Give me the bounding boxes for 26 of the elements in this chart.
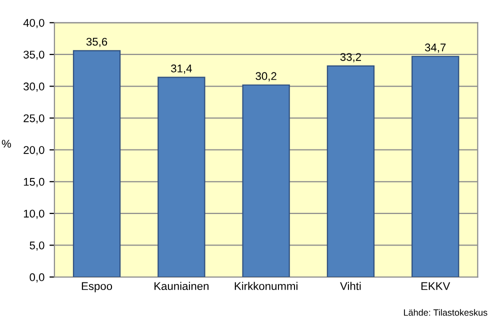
x-tick-label: EKKV bbox=[421, 282, 450, 290]
text: Lähde: Tilastokeskus bbox=[404, 309, 488, 316]
y-tick-label: 0,0 bbox=[30, 273, 44, 282]
y-axis-title: % bbox=[2, 140, 11, 148]
y-tick-label: 35,0 bbox=[24, 50, 44, 60]
data-label: 30,2 bbox=[256, 72, 276, 82]
bar bbox=[72, 50, 121, 278]
y-tick-label: 15,0 bbox=[24, 178, 44, 188]
bar bbox=[412, 56, 460, 278]
y-tick-label: 25,0 bbox=[24, 114, 44, 124]
data-label: 31,4 bbox=[171, 64, 192, 74]
data-label: 33,2 bbox=[340, 53, 361, 62]
bar bbox=[158, 76, 206, 278]
bar bbox=[242, 84, 290, 278]
y-tick-label: 40,0 bbox=[23, 18, 44, 28]
bar bbox=[326, 65, 375, 278]
x-tick-label: Espoo bbox=[82, 282, 112, 292]
y-tick-label: 5,0 bbox=[30, 241, 44, 251]
x-tick-label: Kirkkonummi bbox=[234, 282, 298, 290]
data-label: 35,6 bbox=[86, 38, 108, 47]
x-tick-label: Vihti bbox=[340, 282, 361, 290]
y-tick-label: 10,0 bbox=[24, 210, 44, 219]
x-tick-label: Kauniainen bbox=[154, 282, 208, 290]
y-tick-label: 20,0 bbox=[24, 146, 44, 156]
data-label: 34,7 bbox=[424, 44, 446, 53]
y-tick-label: 30,0 bbox=[24, 82, 44, 92]
